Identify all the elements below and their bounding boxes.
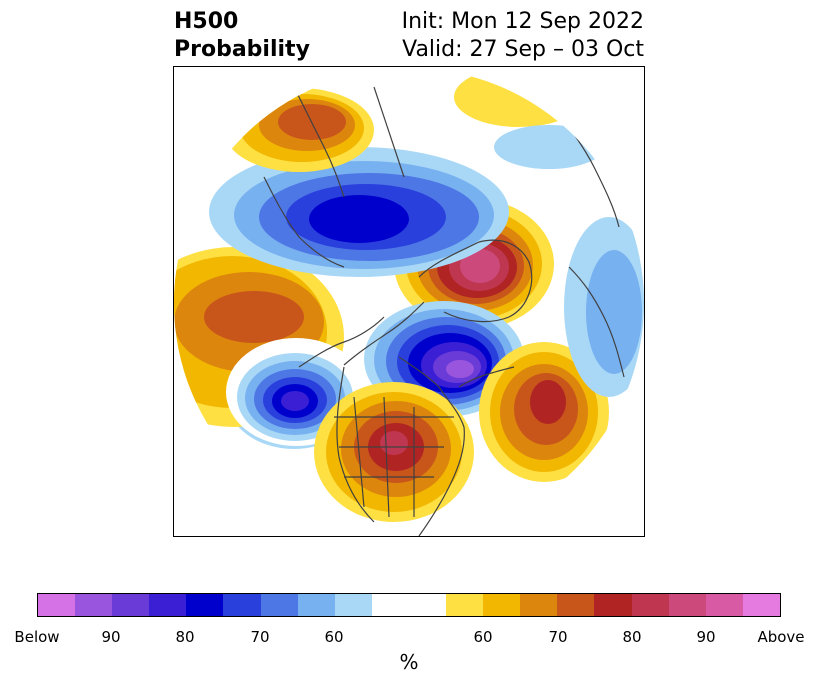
- anomaly-central-siberia: [209, 147, 509, 277]
- color-scale-swatch: [297, 594, 335, 616]
- color-scale-swatch: [260, 594, 298, 616]
- color-scale-swatch: [631, 594, 669, 616]
- color-scale-swatch: [483, 594, 521, 616]
- color-scale-swatch: [594, 594, 632, 616]
- color-scale-bar: [37, 593, 781, 617]
- coastline-segment: [343, 301, 425, 366]
- east-coast: [398, 356, 465, 536]
- map-panel: [173, 66, 645, 537]
- color-scale-tick-label: 70: [548, 628, 568, 646]
- anomaly-western-russia: [224, 88, 374, 172]
- greenland-coastline: [418, 239, 533, 323]
- color-scale-tick-label: 90: [696, 628, 716, 646]
- siberia-rivers: [373, 86, 405, 178]
- west-coast: [336, 366, 375, 523]
- color-scale-tick-label: 80: [175, 628, 195, 646]
- russia-border: [293, 86, 345, 198]
- map-boundaries: [263, 86, 625, 536]
- color-scale-tick-label: Above: [757, 628, 805, 646]
- state-borders: [334, 416, 454, 478]
- color-scale-swatch: [112, 594, 150, 616]
- canada-border: [458, 366, 515, 388]
- color-scale-swatch: [408, 594, 447, 616]
- color-scale-tick-label: 80: [622, 628, 642, 646]
- map-title: H500 Probability: [174, 8, 310, 64]
- color-scale-swatch: [557, 594, 595, 616]
- color-scale-tick-label: 60: [473, 628, 493, 646]
- color-scale-swatch: [705, 594, 743, 616]
- color-scale-swatch: [520, 594, 558, 616]
- variable-label: H500: [174, 9, 239, 34]
- alaska-coastline: [298, 316, 385, 368]
- color-scale-swatch: [446, 594, 484, 616]
- polar-map: [174, 68, 644, 536]
- date-info: Init: Mon 12 Sep 2022 Valid: 27 Sep – 03…: [402, 8, 644, 64]
- color-scale-swatch: [75, 594, 113, 616]
- init-date-label: Init: Mon 12 Sep 2022: [401, 9, 644, 34]
- color-scale-swatch: [742, 594, 780, 616]
- valid-range-label: Valid: 27 Sep – 03 Oct: [402, 37, 644, 62]
- anomaly-northern-siberia: [454, 68, 584, 127]
- color-scale-swatch: [149, 594, 187, 616]
- product-label: Probability: [174, 37, 310, 62]
- anomaly-north-atlantic: [479, 342, 609, 482]
- color-scale-tick-label: 70: [250, 628, 270, 646]
- europe-coast: [568, 266, 625, 378]
- siberia-coast: [263, 176, 345, 268]
- color-scale-swatch: [371, 594, 409, 616]
- color-scale-swatch: [186, 594, 224, 616]
- color-scale-tick-label: 60: [324, 628, 344, 646]
- color-scale-swatch: [668, 594, 706, 616]
- color-scale-tick-label: 90: [101, 628, 121, 646]
- color-scale-swatch: [334, 594, 372, 616]
- color-scale-swatch: [223, 594, 261, 616]
- color-scale-tick-label: Below: [14, 628, 60, 646]
- color-scale-unit: %: [399, 650, 419, 674]
- anomaly-arctic-blue: [494, 125, 604, 169]
- color-scale-swatch: [38, 594, 76, 616]
- anomaly-europe: [564, 217, 644, 397]
- state-borders-vertical: [353, 396, 415, 518]
